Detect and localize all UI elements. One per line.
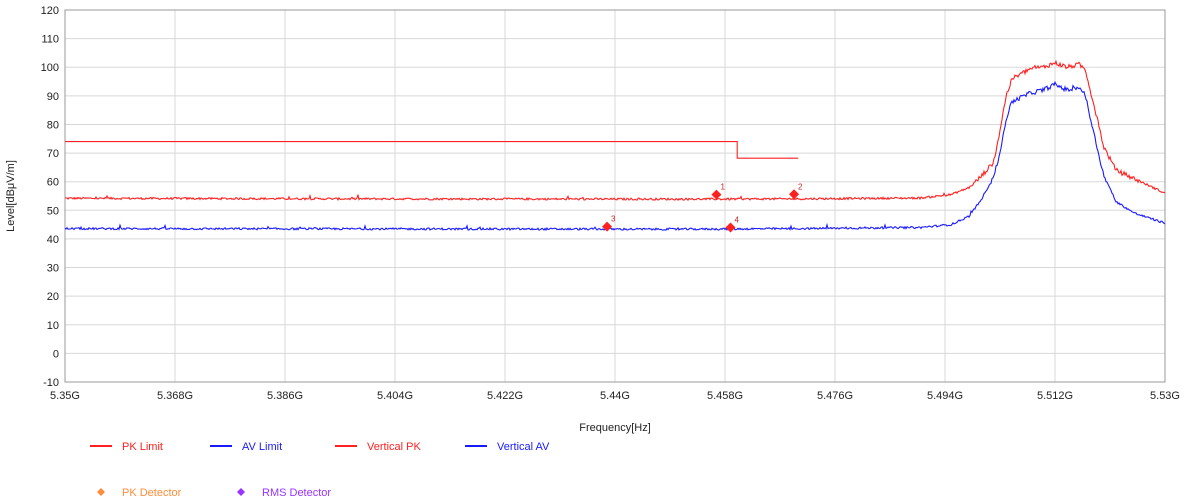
- y-tick-label: 10: [47, 320, 59, 332]
- series-layer: [64, 59, 1166, 232]
- y-tick-label: 0: [53, 348, 59, 360]
- marker-label: 3: [611, 215, 616, 224]
- legend: PK Limit AV Limit Vertical PK Vertical AV PK…: [90, 441, 550, 499]
- x-axis-title: Frequency[Hz]: [579, 422, 651, 434]
- y-tick-label: 20: [47, 291, 59, 303]
- y-tick-label: -10: [43, 377, 59, 389]
- legend-label: RMS Detector: [262, 487, 331, 499]
- y-tick-label: 110: [41, 34, 59, 46]
- x-tick-label: 5.44G: [600, 390, 630, 402]
- y-tick-label: 80: [47, 119, 59, 131]
- marker-layer: 1 2 3 4: [602, 182, 803, 233]
- legend-label: Vertical AV: [497, 441, 550, 453]
- marker-point: [789, 189, 800, 200]
- marker-point: [711, 189, 722, 200]
- y-tick-label: 90: [47, 91, 59, 103]
- legend-swatch: [237, 488, 245, 496]
- marker-point: [602, 221, 613, 232]
- y-tick-label: 40: [47, 234, 59, 246]
- x-tick-label: 5.476G: [817, 390, 853, 402]
- y-tick-label: 30: [47, 263, 59, 275]
- x-tick-label: 5.512G: [1037, 390, 1073, 402]
- x-tick-label: 5.404G: [377, 390, 413, 402]
- marker-label: 2: [798, 182, 803, 191]
- legend-label: PK Limit: [122, 441, 163, 453]
- series-line: [64, 80, 1166, 232]
- y-axis-title: Level[dBμV/m]: [5, 160, 17, 232]
- y-tick-labels: -10 0 10 20 30 40 50 60 70 80 90 100 110 120: [41, 5, 59, 389]
- x-tick-label: 5.422G: [487, 390, 523, 402]
- plot-frame: [64, 9, 1166, 383]
- legend-label: Vertical PK: [367, 441, 421, 453]
- y-tick-label: 120: [41, 5, 59, 17]
- x-tick-label: 5.53G: [1150, 390, 1180, 402]
- x-tick-label: 5.458G: [707, 390, 743, 402]
- legend-swatch: [97, 488, 105, 496]
- y-tick-label: 60: [47, 177, 59, 189]
- x-tick-labels: 5.35G 5.368G 5.386G 5.404G 5.422G 5.44G 5.458G…: [50, 390, 1180, 402]
- x-tick-label: 5.494G: [927, 390, 963, 402]
- legend-label: AV Limit: [242, 441, 282, 453]
- series-line: [65, 141, 799, 159]
- y-tick-label: 100: [41, 62, 59, 74]
- marker-label: 1: [720, 183, 725, 192]
- legend-label: PK Detector: [122, 487, 182, 499]
- grid-layer: [64, 9, 1166, 383]
- y-tick-label: 50: [47, 205, 59, 217]
- series-line: [65, 59, 1165, 202]
- marker-label: 4: [735, 215, 740, 224]
- x-tick-label: 5.35G: [50, 390, 80, 402]
- x-tick-label: 5.368G: [157, 390, 193, 402]
- y-tick-label: 70: [47, 148, 59, 160]
- x-tick-label: 5.386G: [267, 390, 303, 402]
- marker-point: [725, 222, 736, 233]
